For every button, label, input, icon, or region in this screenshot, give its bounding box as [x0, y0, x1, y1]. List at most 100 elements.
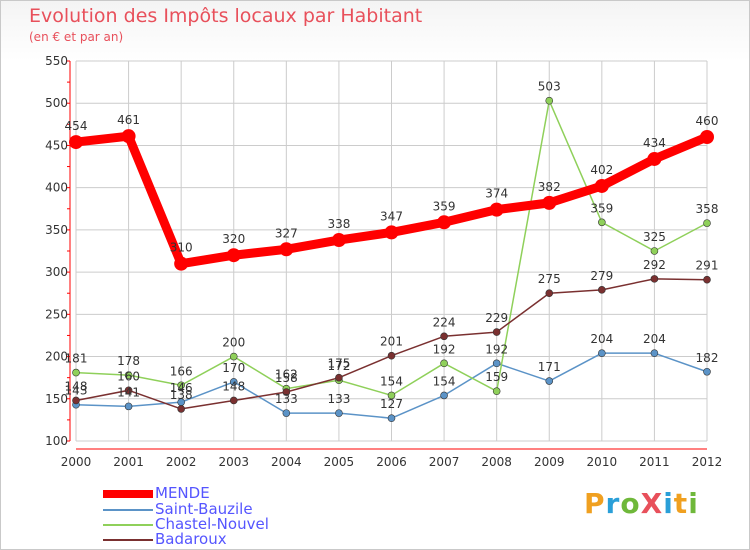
data-label-mende: 460	[696, 114, 719, 128]
data-label-mende: 461	[117, 113, 140, 127]
data-point-badaroux	[440, 332, 448, 341]
data-point-badaroux	[387, 351, 396, 360]
y-tick-label: 500	[45, 96, 68, 110]
legend-label-saint-bauzile: Saint-Bauzile	[155, 500, 253, 518]
x-tick-label: 2011	[639, 455, 670, 469]
x-tick-label: 2006	[376, 455, 407, 469]
data-point-badaroux	[124, 386, 133, 395]
data-label-badaroux: 201	[380, 335, 403, 349]
x-tick-label: 2009	[534, 455, 565, 469]
data-point-mende	[331, 233, 346, 248]
data-label-mende: 374	[485, 187, 508, 201]
x-tick-label: 2007	[429, 455, 460, 469]
y-tick-label: 400	[45, 181, 68, 195]
y-tick-label: 550	[45, 54, 68, 68]
data-point-saint-bauzile	[492, 359, 501, 368]
data-label-saint-bauzile: 141	[117, 385, 140, 399]
data-label-chastel-nouvel: 359	[590, 201, 613, 215]
data-label-mende: 454	[65, 119, 88, 133]
y-tick-label: 300	[45, 265, 68, 279]
data-label-mende: 310	[170, 241, 193, 255]
data-point-saint-bauzile	[598, 349, 606, 357]
data-point-chastel-nouvel	[545, 96, 554, 105]
data-label-saint-bauzile: 133	[327, 392, 350, 406]
legend-swatch-mende	[103, 490, 153, 498]
legend-label-chastel-nouvel: Chastel-Nouvel	[155, 515, 269, 533]
data-label-chastel-nouvel: 166	[170, 364, 193, 378]
data-label-saint-bauzile: 204	[590, 332, 613, 346]
data-point-mende	[69, 135, 83, 150]
data-point-badaroux	[72, 396, 80, 405]
data-label-saint-bauzile: 146	[170, 381, 193, 395]
data-label-mende: 320	[222, 232, 245, 246]
data-point-mende	[647, 151, 662, 166]
data-point-mende	[174, 256, 189, 271]
y-tick-label: 200	[45, 350, 68, 364]
data-label-mende: 434	[643, 136, 666, 150]
data-point-chastel-nouvel	[124, 371, 133, 379]
data-point-saint-bauzile	[229, 378, 238, 386]
data-point-saint-bauzile	[282, 409, 291, 417]
data-point-badaroux	[650, 275, 659, 283]
x-tick-label: 2000	[61, 455, 92, 469]
x-tick-label: 2001	[113, 455, 144, 469]
data-label-chastel-nouvel: 159	[485, 370, 508, 384]
data-label-mende: 359	[433, 199, 456, 213]
chart-subtitle: (en € et par an)	[29, 30, 124, 44]
y-tick-label: 100	[45, 434, 68, 448]
data-point-chastel-nouvel	[440, 359, 448, 368]
data-point-badaroux	[492, 328, 501, 336]
data-label-mende: 382	[538, 180, 561, 194]
data-point-mende	[542, 195, 557, 210]
data-point-badaroux	[703, 275, 711, 284]
x-tick-label: 2010	[587, 455, 618, 469]
data-label-chastel-nouvel: 172	[327, 359, 350, 373]
data-point-saint-bauzile	[440, 391, 448, 400]
data-label-mende: 327	[275, 226, 298, 240]
data-point-saint-bauzile	[545, 377, 554, 385]
data-point-mende	[594, 178, 609, 193]
x-tick-label: 2008	[481, 455, 512, 469]
data-point-mende	[384, 225, 399, 240]
data-point-mende	[437, 215, 452, 230]
data-label-saint-bauzile: 133	[275, 392, 298, 406]
data-point-chastel-nouvel	[229, 352, 238, 361]
data-point-chastel-nouvel	[72, 368, 80, 377]
y-tick-label: 350	[45, 223, 68, 237]
data-label-saint-bauzile: 192	[485, 342, 508, 356]
data-label-chastel-nouvel: 192	[433, 342, 456, 356]
legend-swatch-badaroux	[103, 539, 153, 541]
data-point-badaroux	[229, 396, 238, 405]
data-label-saint-bauzile: 154	[433, 374, 456, 388]
data-label-chastel-nouvel: 178	[117, 354, 140, 368]
legend-swatch-chastel-nouvel	[103, 524, 153, 526]
data-point-chastel-nouvel	[492, 387, 501, 395]
data-point-mende	[700, 130, 714, 144]
data-label-badaroux: 148	[222, 379, 245, 393]
data-point-mende	[279, 242, 294, 257]
data-point-saint-bauzile	[650, 349, 659, 357]
data-label-badaroux: 279	[590, 269, 613, 283]
legend-swatch-saint-bauzile	[103, 509, 153, 511]
data-point-badaroux	[177, 405, 185, 413]
data-point-saint-bauzile	[124, 402, 133, 411]
data-label-badaroux: 138	[170, 388, 193, 402]
data-point-mende	[489, 202, 504, 217]
data-label-saint-bauzile: 182	[696, 351, 719, 365]
y-tick-label: 150	[45, 392, 68, 406]
data-point-badaroux	[545, 289, 554, 298]
data-point-chastel-nouvel	[703, 219, 711, 227]
data-point-saint-bauzile	[335, 409, 343, 417]
data-label-badaroux: 229	[485, 311, 508, 325]
x-tick-label: 2004	[271, 455, 302, 469]
data-label-saint-bauzile: 171	[538, 360, 561, 374]
legend-label-mende: MENDE	[155, 484, 210, 502]
data-point-mende	[226, 248, 241, 263]
data-label-chastel-nouvel: 154	[380, 374, 403, 388]
data-label-chastel-nouvel: 200	[222, 336, 245, 350]
legend-label-badaroux: Badaroux	[155, 530, 227, 548]
data-label-badaroux: 158	[275, 371, 298, 385]
data-point-saint-bauzile	[703, 367, 711, 376]
